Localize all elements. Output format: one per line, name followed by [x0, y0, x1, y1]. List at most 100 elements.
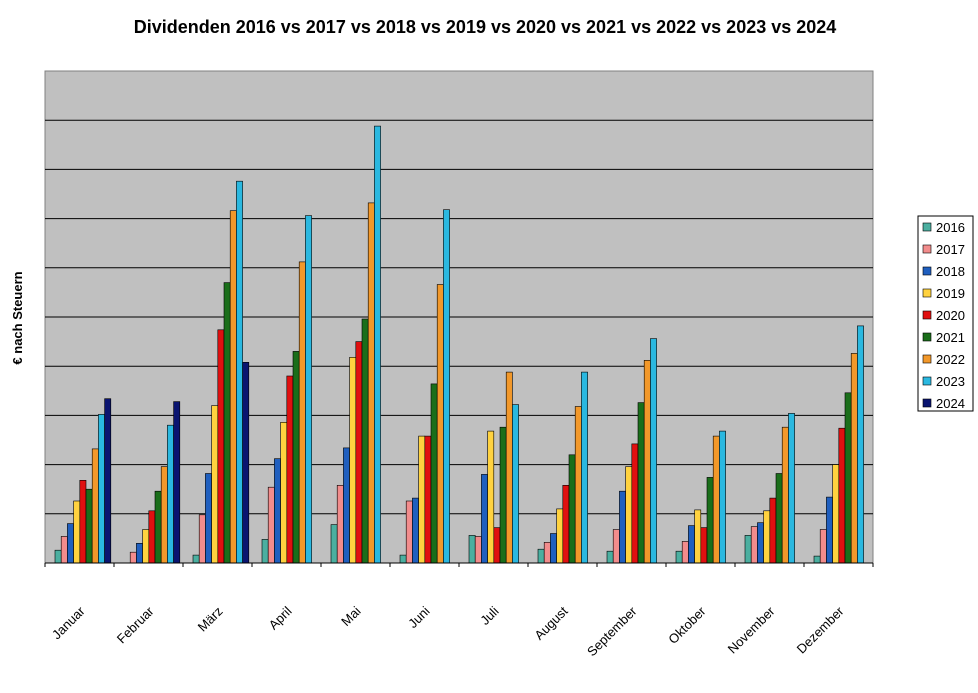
x-axis: [44, 562, 874, 567]
bar-2018-Juli: [481, 474, 488, 564]
bar-2019-Februar: [142, 529, 150, 564]
bar-2020-August: [562, 484, 570, 564]
bar-2021-Juli: [499, 426, 507, 564]
bar-2023-Juli: [512, 404, 519, 564]
bar-2021-August: [568, 454, 576, 564]
bar-2021-Mai: [361, 318, 369, 564]
bar-2020-Januar: [79, 479, 87, 564]
bar-2022-März: [229, 210, 237, 564]
bar-2023-Juni: [443, 209, 450, 564]
x-tick-label: November: [725, 603, 778, 656]
legend-label-2018: 2018: [936, 264, 965, 279]
legend-label-2017: 2017: [936, 242, 965, 257]
legend-swatch-2020: [922, 310, 932, 320]
bar-2017-Juli: [474, 536, 482, 564]
bar-2016-Oktober: [675, 550, 683, 564]
bar-2021-September: [637, 402, 645, 564]
bar-2022-August: [574, 406, 582, 564]
bar-2018-Februar: [136, 542, 143, 564]
legend-swatch-2024: [922, 398, 932, 408]
x-tick-label: Januar: [49, 603, 88, 642]
bar-2016-März: [192, 554, 200, 564]
bar-2017-November: [750, 526, 758, 564]
bar-2016-August: [537, 548, 545, 564]
legend-label-2024: 2024: [936, 396, 965, 411]
bar-2020-Dezember: [838, 427, 846, 564]
x-tick-label: März: [195, 604, 226, 635]
bar-2016-November: [744, 535, 752, 564]
bar-2019-Januar: [73, 500, 81, 564]
bar-2020-September: [631, 443, 639, 564]
bar-2021-Oktober: [706, 477, 714, 564]
bar-2019-Oktober: [694, 509, 702, 564]
bar-2021-Januar: [85, 488, 93, 564]
bar-2022-Juni: [436, 284, 444, 564]
bar-2022-Januar: [91, 448, 99, 564]
bar-2016-Juli: [468, 535, 476, 564]
bar-2023-Mai: [374, 125, 381, 564]
bar-2020-März: [217, 329, 225, 564]
bar-2020-Oktober: [700, 527, 708, 564]
bar-2021-April: [292, 351, 300, 564]
bar-2019-Juli: [487, 430, 495, 564]
y-axis-label: € nach Steuern: [10, 271, 25, 364]
legend-swatch-2017: [922, 244, 932, 254]
bar-2022-Mai: [367, 202, 375, 564]
bar-2023-März: [236, 180, 243, 564]
legend-swatch-2016: [922, 222, 932, 232]
bar-2020-April: [286, 375, 294, 564]
bar-2019-Juni: [418, 435, 426, 564]
bar-2018-März: [205, 473, 212, 564]
bar-2020-November: [769, 497, 777, 564]
legend-swatch-2022: [922, 354, 932, 364]
bar-2016-Januar: [54, 549, 62, 564]
x-tick-label: April: [266, 603, 295, 632]
bar-2017-September: [612, 529, 620, 564]
bar-2019-Dezember: [832, 464, 840, 564]
bar-2018-Januar: [67, 523, 74, 564]
bar-2017-Januar: [60, 536, 68, 564]
legend-swatch-2021: [922, 332, 932, 342]
bar-2020-Februar: [148, 510, 156, 564]
legend-label-2019: 2019: [936, 286, 965, 301]
bar-2021-November: [775, 473, 783, 564]
bar-2019-April: [280, 421, 288, 564]
x-tick-label: Juni: [405, 603, 433, 631]
legend-swatch-2018: [922, 266, 932, 276]
bar-2022-Juli: [505, 371, 513, 564]
x-tick-label: August: [531, 603, 570, 642]
bar-2020-Mai: [355, 341, 363, 564]
bar-2022-April: [298, 261, 306, 564]
bar-2018-Dezember: [826, 496, 833, 564]
bar-2023-September: [650, 338, 657, 564]
legend: 2016 2017 2018 2019 2020 2021 2022 2023 2024: [917, 215, 974, 412]
bar-2021-März: [223, 282, 231, 564]
bar-2017-Februar: [129, 551, 137, 564]
bar-2022-Oktober: [712, 435, 720, 564]
bar-2023-Dezember: [857, 325, 864, 564]
bar-2022-Februar: [160, 466, 168, 564]
bar-2016-September: [606, 550, 614, 564]
legend-label-2022: 2022: [936, 352, 965, 367]
legend-label-2023: 2023: [936, 374, 965, 389]
x-tick-label: Dezember: [794, 603, 847, 656]
bar-2017-Mai: [336, 484, 344, 564]
legend-label-2016: 2016: [936, 220, 965, 235]
bar-2020-Juli: [493, 527, 501, 564]
legend-swatch-2023: [922, 376, 932, 386]
x-tick-label: Juli: [477, 603, 501, 627]
bar-2024-Februar: [173, 401, 181, 564]
bar-2019-März: [211, 405, 219, 564]
bar-2016-Mai: [330, 524, 338, 564]
bar-2017-Oktober: [681, 541, 689, 564]
x-tick-labels: Januar Februar März April Mai Juni Juli August S…: [49, 603, 847, 659]
bar-2018-April: [274, 458, 281, 564]
bar-2018-Mai: [343, 447, 350, 564]
bar-2023-Februar: [167, 424, 174, 564]
bar-2024-März: [242, 361, 250, 564]
bar-2016-Juni: [399, 554, 407, 564]
bar-2019-August: [556, 508, 564, 564]
bar-2018-September: [619, 490, 626, 564]
bar-2017-Dezember: [819, 529, 827, 564]
